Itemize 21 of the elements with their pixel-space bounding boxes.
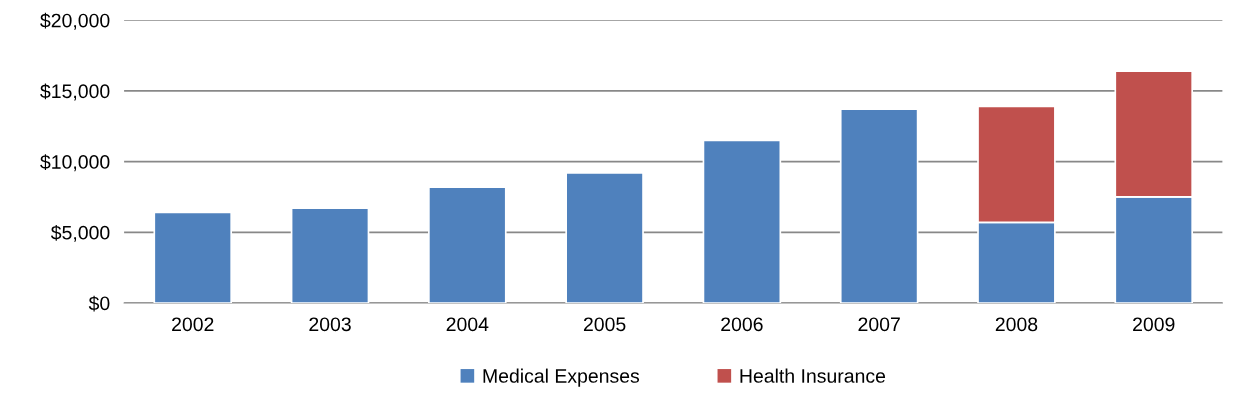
bar <box>565 172 644 303</box>
y-tick-label: $5,000 <box>50 224 110 242</box>
y-tick-label: $0 <box>88 295 110 312</box>
bar <box>290 207 370 303</box>
bar <box>153 211 233 303</box>
x-tick-label: 2009 <box>1133 317 1175 332</box>
y-tick-label: $15,000 <box>40 83 110 101</box>
x-tick-label: 2004 <box>446 317 489 332</box>
legend-label: Health Insurance <box>740 368 886 383</box>
bar <box>839 108 919 303</box>
legend-label: Medical Expenses <box>483 368 640 387</box>
bar <box>702 139 782 303</box>
x-tick-label: 2002 <box>172 317 214 332</box>
y-tick-label: $10,000 <box>40 154 110 172</box>
y-tick-label: $20,000 <box>40 12 110 30</box>
x-tick-label: 2006 <box>721 317 763 332</box>
x-tick-label: 2007 <box>858 317 900 332</box>
bar <box>428 186 507 303</box>
x-tick-label: 2008 <box>995 317 1038 332</box>
x-tick-label: 2003 <box>309 317 351 332</box>
x-tick-label: 2005 <box>583 317 626 332</box>
